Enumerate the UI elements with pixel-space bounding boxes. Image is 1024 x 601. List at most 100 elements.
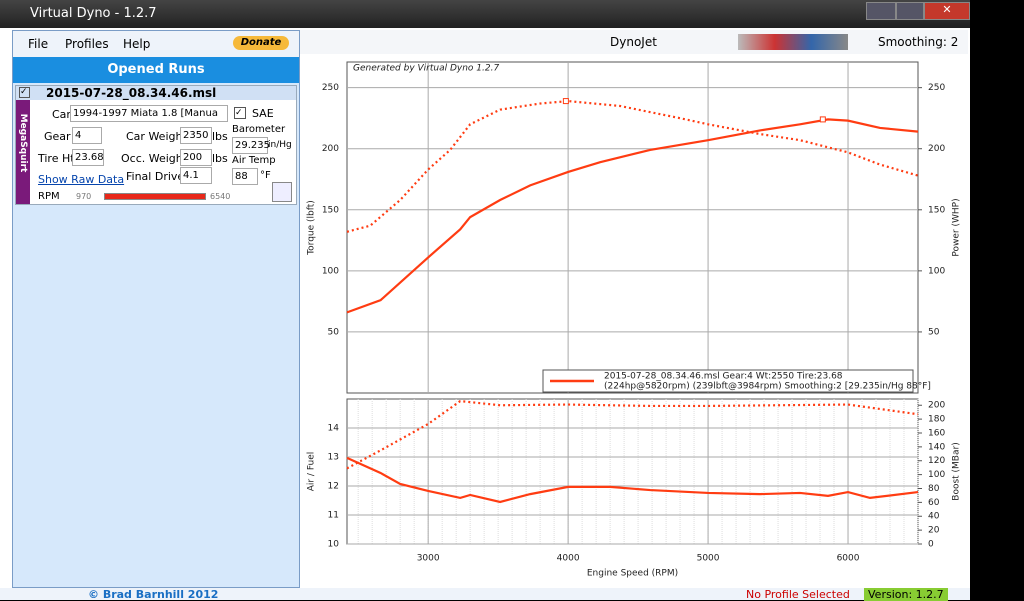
watermark: Generated by Virtual Dyno 1.2.7 bbox=[353, 64, 499, 74]
toolbar-icons[interactable] bbox=[738, 34, 848, 50]
y-tick-label: 12 bbox=[328, 482, 339, 492]
label: Barometer bbox=[232, 124, 286, 135]
title-bar: Virtual Dyno - 1.2.7 ✕ bbox=[0, 0, 970, 28]
car-select[interactable]: 1994-1997 Miata 1.8 [Manua bbox=[70, 105, 228, 122]
y2-tick-label: 40 bbox=[928, 512, 940, 522]
peak-marker bbox=[562, 98, 569, 105]
unit: lbs bbox=[212, 130, 228, 143]
label: SAE bbox=[252, 107, 274, 120]
data-line bbox=[346, 118, 919, 314]
menu-bar: File Profiles Help Donate bbox=[13, 31, 299, 57]
raw-data-link[interactable]: Show Raw Data bbox=[38, 173, 125, 186]
y-tick-label: 10 bbox=[328, 540, 340, 550]
y-tick-label: 150 bbox=[322, 205, 339, 215]
run-checkbox[interactable]: ✓ bbox=[19, 87, 30, 98]
label: Gear bbox=[44, 130, 71, 143]
toolbar: DynoJet Smoothing: 2 bbox=[300, 30, 968, 54]
status-profile: No Profile Selected bbox=[746, 588, 850, 601]
sae-checkbox[interactable]: ✓ bbox=[234, 107, 246, 119]
plot-area bbox=[346, 398, 919, 545]
run-file: 2015-07-28_08.34.46.msl bbox=[46, 86, 217, 100]
y2-tick-label: 100 bbox=[928, 470, 945, 480]
y-tick-label: 200 bbox=[322, 144, 339, 154]
profile-name: DynoJet bbox=[610, 35, 657, 49]
y2-tick-label: 100 bbox=[928, 266, 945, 276]
minimize-button[interactable] bbox=[866, 2, 896, 20]
y-tick-label: 50 bbox=[328, 327, 340, 337]
label: Car Weight bbox=[126, 130, 187, 143]
y2-tick-label: 0 bbox=[928, 540, 934, 550]
occ-weight[interactable]: 200 bbox=[180, 149, 212, 166]
y2-axis-label: Power (WHP) bbox=[952, 198, 962, 256]
y-axis-label: Air / Fuel bbox=[307, 452, 317, 492]
legend-text: (224hp@5820rpm) (239lbft@3984rpm) Smooth… bbox=[604, 382, 931, 392]
tire-height[interactable]: 23.68 bbox=[72, 149, 104, 166]
unit: in/Hg bbox=[268, 140, 292, 150]
data-line bbox=[346, 99, 919, 233]
x-tick-label: 5000 bbox=[697, 554, 720, 564]
y2-tick-label: 180 bbox=[928, 415, 945, 425]
ecu-strip bbox=[16, 100, 30, 204]
y-tick-label: 250 bbox=[322, 83, 339, 93]
close-button[interactable]: ✕ bbox=[924, 2, 970, 20]
y2-tick-label: 80 bbox=[928, 484, 940, 494]
rpm-slider[interactable] bbox=[104, 193, 206, 200]
legend-text: 2015-07-28_08.34.46.msl Gear:4 Wt:2550 T… bbox=[604, 372, 843, 382]
run-header bbox=[16, 86, 296, 100]
y-axis-label: Torque (lbft) bbox=[307, 200, 317, 256]
y2-tick-label: 200 bbox=[928, 144, 945, 154]
copyright: © Brad Barnhill 2012 bbox=[88, 588, 219, 601]
air-temp[interactable]: 88 bbox=[232, 168, 258, 185]
menu-item[interactable]: Profiles bbox=[65, 37, 109, 51]
x-axis-label: Engine Speed (RPM) bbox=[587, 569, 678, 579]
label: Car bbox=[52, 108, 71, 121]
car-weight[interactable]: 2350 bbox=[180, 127, 212, 144]
y2-tick-label: 150 bbox=[928, 205, 945, 215]
x-tick-label: 6000 bbox=[837, 554, 860, 564]
panel-title: Opened Runs bbox=[13, 57, 299, 83]
label: Tire Ht bbox=[38, 152, 75, 165]
smoothing-select[interactable]: Smoothing: 2 bbox=[878, 35, 959, 49]
window-title: Virtual Dyno - 1.2.7 bbox=[30, 6, 157, 21]
gear-select[interactable]: 4 bbox=[72, 127, 102, 144]
data-line bbox=[346, 456, 919, 504]
left-panel: File Profiles Help Donate Opened Runs ✓ … bbox=[12, 30, 300, 588]
label: RPM bbox=[38, 191, 60, 202]
y2-axis-label: Boost (MBar) bbox=[952, 442, 962, 500]
menu-item[interactable]: File bbox=[28, 37, 49, 51]
final-drive[interactable]: 4.1 bbox=[180, 167, 212, 184]
y2-tick-label: 250 bbox=[928, 83, 945, 93]
y-tick-label: 11 bbox=[328, 511, 339, 521]
x-tick-label: 3000 bbox=[417, 554, 440, 564]
barometer[interactable]: 29.235 bbox=[232, 137, 270, 154]
y-tick-label: 13 bbox=[328, 453, 339, 463]
legend-box bbox=[542, 369, 914, 393]
rpm-max: 6540 bbox=[210, 192, 231, 201]
y2-tick-label: 60 bbox=[928, 498, 940, 508]
run-card: ✓ 2015-07-28_08.34.46.msl MegaSquirt Car… bbox=[15, 85, 297, 205]
version: Version: 1.2.7 bbox=[864, 588, 948, 601]
y-tick-label: 14 bbox=[328, 424, 340, 434]
maximize-button[interactable] bbox=[896, 2, 924, 20]
status-bar: © Brad Barnhill 2012 No Profile Selected… bbox=[0, 588, 970, 601]
donate-button[interactable]: Donate bbox=[233, 36, 289, 50]
data-line bbox=[346, 399, 919, 470]
y-tick-label: 100 bbox=[322, 266, 339, 276]
y2-tick-label: 140 bbox=[928, 442, 945, 452]
label: Occ. Weight bbox=[121, 152, 188, 165]
y2-tick-label: 50 bbox=[928, 327, 940, 337]
rpm-min: 970 bbox=[76, 192, 92, 201]
label: Air Temp bbox=[232, 155, 276, 166]
y2-tick-label: 200 bbox=[928, 401, 945, 411]
x-tick-label: 4000 bbox=[557, 554, 580, 564]
y2-tick-label: 120 bbox=[928, 456, 945, 466]
unit: °F bbox=[260, 170, 271, 181]
unit: lbs bbox=[212, 152, 228, 165]
plot-area bbox=[346, 61, 919, 394]
peak-marker bbox=[819, 116, 826, 123]
y2-tick-label: 20 bbox=[928, 526, 940, 536]
graph-button[interactable] bbox=[272, 182, 292, 202]
menu-item[interactable]: Help bbox=[123, 37, 151, 51]
